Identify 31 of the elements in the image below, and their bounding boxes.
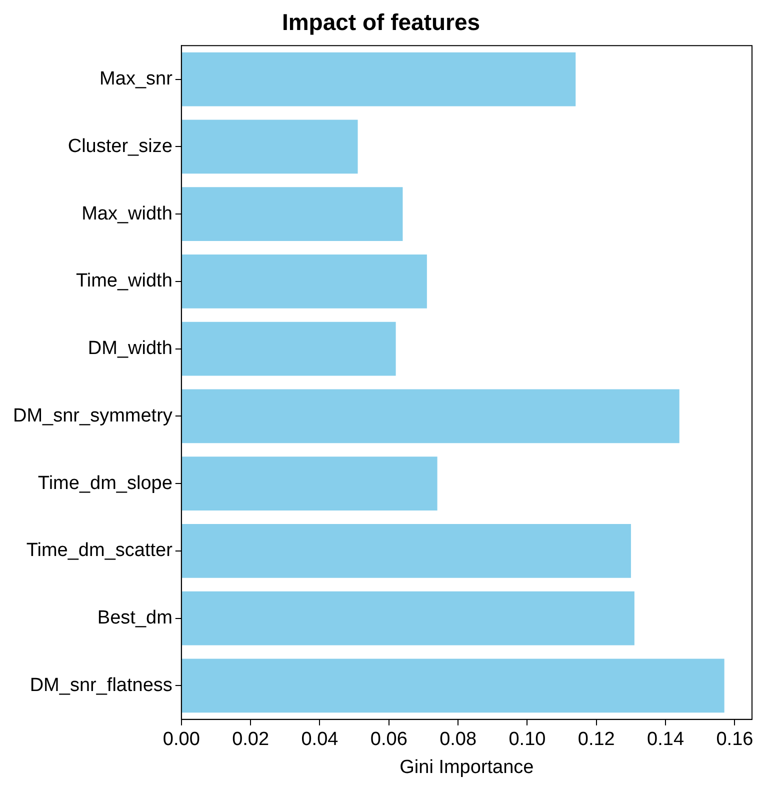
x-tick-label: 0.10 bbox=[508, 729, 546, 750]
chart-title: Impact of features bbox=[282, 9, 480, 36]
y-tick-label: Max_width bbox=[82, 203, 172, 224]
x-tick-label: 0.04 bbox=[301, 729, 339, 750]
x-axis-title: Gini Importance bbox=[400, 756, 534, 778]
bar bbox=[182, 187, 403, 241]
y-tick-label: Time_dm_scatter bbox=[26, 540, 174, 562]
bar bbox=[182, 591, 634, 646]
y-tick-label: DM_snr_symmetry bbox=[12, 405, 173, 426]
x-tick-label: 0.12 bbox=[578, 729, 615, 750]
y-tick-label: DM_width bbox=[88, 338, 172, 360]
y-tick-label: Cluster_size bbox=[68, 136, 172, 157]
x-tick-label: 0.14 bbox=[647, 729, 684, 750]
bar bbox=[182, 658, 724, 713]
bar bbox=[182, 52, 576, 106]
x-tick-label: 0.02 bbox=[232, 729, 270, 750]
x-tick-label: 0.16 bbox=[716, 729, 754, 750]
y-tick-label: DM_snr_flatness bbox=[30, 674, 172, 696]
y-tick-label: Best_dm bbox=[97, 608, 172, 629]
bar bbox=[182, 322, 396, 376]
bar bbox=[182, 254, 427, 308]
x-tick-label: 0.08 bbox=[440, 729, 477, 750]
x-tick-label: 0.06 bbox=[370, 729, 408, 750]
y-tick-label: Time_width bbox=[76, 270, 172, 292]
bar bbox=[182, 120, 358, 174]
y-tick-label: Max_snr bbox=[100, 68, 174, 90]
bar bbox=[182, 389, 680, 444]
y-tick-label: Time_dm_slope bbox=[38, 472, 172, 494]
bar bbox=[182, 456, 438, 511]
x-tick-label: 0.00 bbox=[162, 729, 200, 750]
bar bbox=[182, 524, 631, 578]
